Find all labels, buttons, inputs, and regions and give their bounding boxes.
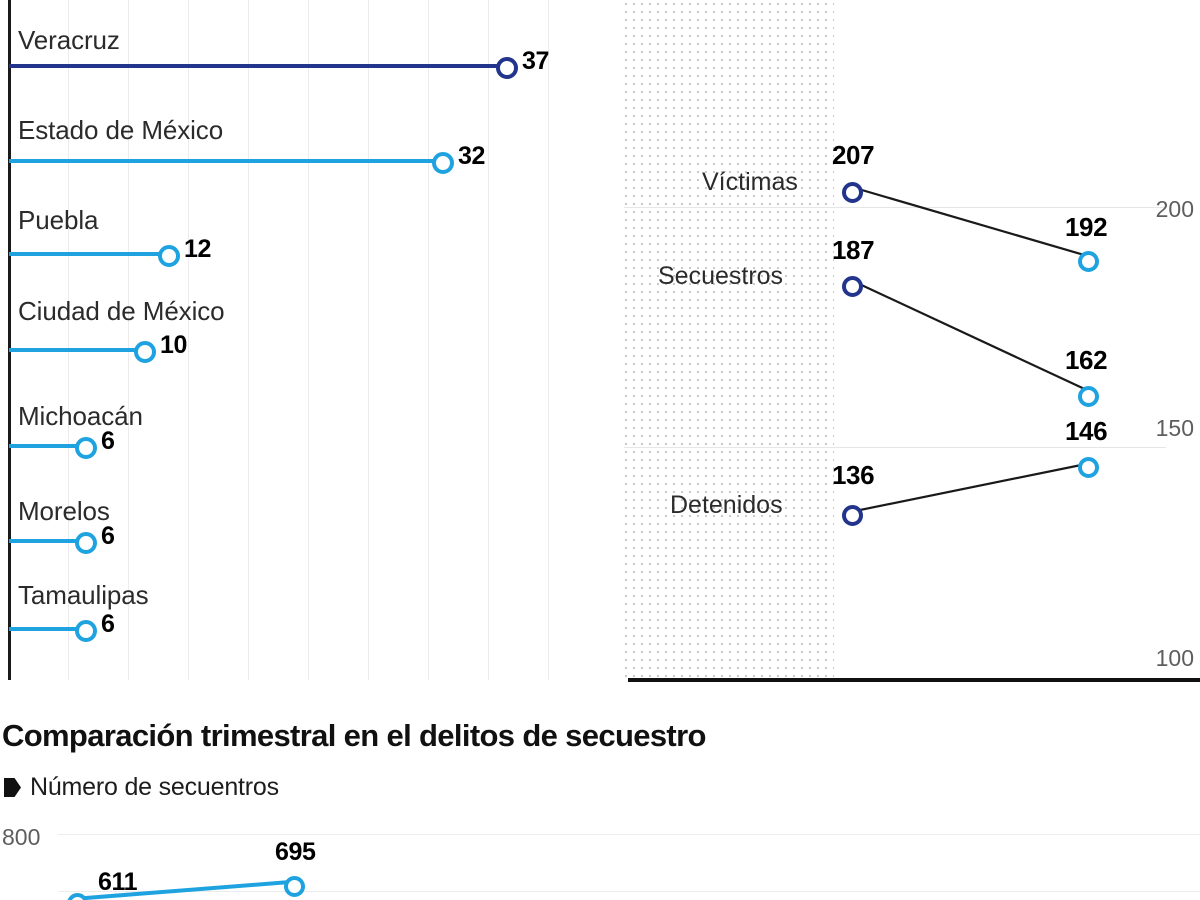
- lollipop-stem: [9, 627, 80, 631]
- slope-value-label: 146: [1065, 416, 1108, 446]
- lollipop-row-label: Tamaulipas: [18, 580, 149, 610]
- slope-gridline: [624, 207, 1166, 208]
- lollipop-row-label: Michoacán: [18, 401, 143, 431]
- slope-marker: [1078, 457, 1099, 478]
- lollipop-marker: [432, 152, 454, 174]
- section-title: Comparación trimestral en el delitos de …: [2, 718, 706, 753]
- lollipop-value-label: 6: [101, 610, 115, 638]
- slope-marker: [842, 505, 863, 526]
- slope-y-tick-label: 100: [1155, 645, 1194, 671]
- slope-value-label: 207: [832, 140, 875, 170]
- lollipop-gridline: [68, 0, 69, 680]
- lollipop-value-label: 37: [522, 47, 550, 75]
- lollipop-row-label: Ciudad de México: [18, 296, 225, 326]
- lollipop-y-axis: [8, 0, 11, 680]
- slope-marker: [1078, 386, 1099, 407]
- lollipop-gridline: [368, 0, 369, 680]
- lollipop-marker: [158, 245, 180, 267]
- lollipop-gridline: [248, 0, 249, 680]
- slope-marker: [842, 276, 863, 297]
- lollipop-value-label: 32: [458, 142, 486, 170]
- slope-value-label: 187: [832, 235, 875, 265]
- lollipop-value-label: 10: [160, 331, 188, 359]
- lollipop-value-label: 6: [101, 427, 115, 455]
- legend-label: Número de secuentros: [30, 773, 279, 801]
- lollipop-gridline: [488, 0, 489, 680]
- lollipop-stem: [9, 159, 437, 163]
- lollipop-stem: [9, 64, 501, 68]
- quarterly-comparison-section: Comparación trimestral en el delitos de …: [0, 690, 1200, 900]
- lollipop-gridline: [128, 0, 129, 680]
- lollipop-gridline: [548, 0, 549, 680]
- lollipop-marker: [75, 437, 97, 459]
- slope-category-label: Secuestros: [658, 262, 784, 290]
- lollipop-row-label: Puebla: [18, 205, 99, 235]
- lollipop-gridline: [188, 0, 189, 680]
- lollipop-marker: [496, 57, 518, 79]
- bottom-y-tick-label: 800: [2, 824, 41, 850]
- slope-gridline: [624, 447, 1166, 448]
- bottom-gridline: [58, 834, 1200, 835]
- lollipop-stem: [9, 252, 163, 256]
- slope-value-label: 192: [1065, 212, 1108, 242]
- lollipop-stem: [9, 444, 80, 448]
- lollipop-gridline: [428, 0, 429, 680]
- bottom-gridline: [58, 891, 1200, 892]
- bottom-marker: [67, 893, 88, 900]
- dotted-texture-panel: [622, 0, 834, 678]
- legend: Número de secuentros: [4, 773, 279, 802]
- lollipop-row-label: Estado de México: [18, 115, 224, 145]
- lollipop-stem: [9, 348, 139, 352]
- slope-line: [854, 186, 1092, 259]
- slope-line: [854, 461, 1092, 513]
- slope-line: [854, 281, 1092, 393]
- states-lollipop-chart: Veracruz 37 Estado de México 32 Puebla 12 Ciud…: [0, 0, 600, 690]
- lollipop-value-label: 6: [101, 522, 115, 550]
- lollipop-gridline: [308, 0, 309, 680]
- lollipop-row-label: Veracruz: [18, 25, 120, 55]
- lollipop-marker: [75, 620, 97, 642]
- lollipop-marker: [134, 341, 156, 363]
- slope-value-label: 136: [832, 460, 875, 490]
- lollipop-stem: [9, 539, 80, 543]
- lollipop-row-label: Morelos: [18, 496, 110, 526]
- bottom-value-label: 695: [275, 838, 316, 866]
- bottom-value-label: 611: [98, 868, 138, 896]
- slope-value-label: 162: [1065, 345, 1108, 375]
- slope-marker: [1078, 251, 1099, 272]
- slope-x-axis: [628, 678, 1200, 682]
- legend-arrow-icon: [4, 778, 21, 797]
- slope-marker: [842, 182, 863, 203]
- slope-comparison-chart: Víctimas 207 192 Secuestros 187 162 Detenidos 1…: [610, 0, 1200, 690]
- lollipop-marker: [75, 532, 97, 554]
- lollipop-value-label: 12: [184, 235, 212, 263]
- slope-category-label: Detenidos: [670, 491, 783, 519]
- slope-y-tick-label: 150: [1155, 415, 1194, 441]
- slope-y-tick-label: 200: [1155, 196, 1194, 222]
- slope-category-label: Víctimas: [702, 168, 798, 196]
- bottom-marker: [284, 876, 305, 897]
